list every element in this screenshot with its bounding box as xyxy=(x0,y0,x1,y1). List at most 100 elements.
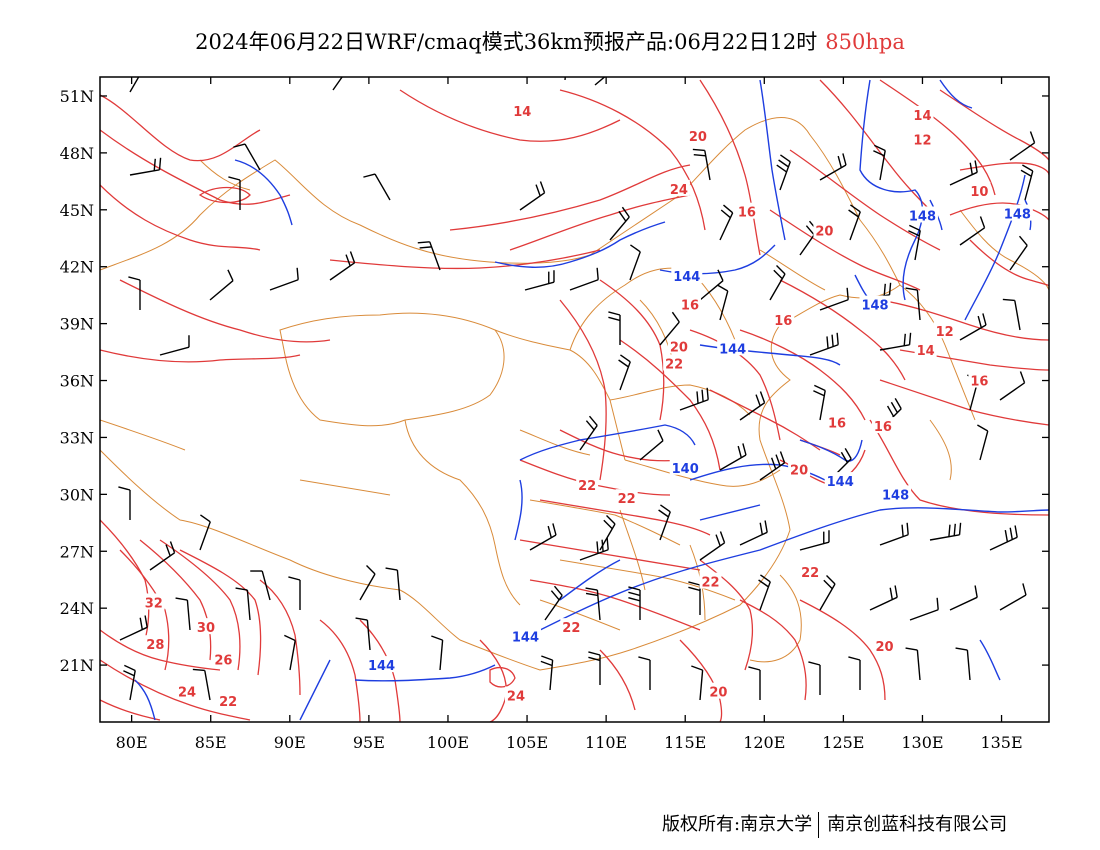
wind-barb-flag xyxy=(844,448,852,460)
wind-barb-staff xyxy=(704,150,711,181)
lat-tick-label: 48N xyxy=(60,144,94,163)
height-label-bg xyxy=(859,295,891,312)
height-label: 148 xyxy=(882,488,909,503)
wind-barb-flag xyxy=(363,173,376,178)
wind-barb-staff xyxy=(594,77,606,86)
wind-barb-staff xyxy=(769,273,786,301)
temperature-label: 22 xyxy=(578,479,596,494)
wind-barb-flag xyxy=(541,655,553,661)
height-label: 144 xyxy=(719,342,746,357)
wind-barb-staff xyxy=(819,583,836,611)
wind-barb-staff xyxy=(246,590,251,621)
wind-barb-staff xyxy=(289,640,296,671)
temperature-label: 14 xyxy=(513,105,531,120)
wind-barb-flag xyxy=(169,541,176,554)
wind-barb-flag xyxy=(748,666,761,671)
wind-barb-staff xyxy=(916,650,921,681)
wind-barb-flag xyxy=(1014,525,1018,538)
wind-barb-flag xyxy=(974,160,978,173)
wind-barb-flag xyxy=(780,154,791,163)
wind-barb-flag xyxy=(628,586,641,591)
temperature-label: 16 xyxy=(874,420,892,435)
wind-barb-staff xyxy=(119,626,148,641)
wind-barb-flag xyxy=(958,522,962,535)
province-line xyxy=(199,159,251,191)
wind-barb-flag xyxy=(588,656,601,662)
lon-tick-label: 110E xyxy=(585,733,627,752)
wind-barb-flag xyxy=(552,523,557,536)
wind-barb-flag xyxy=(1029,131,1036,144)
wind-barb-flag xyxy=(608,316,621,322)
lat-tick-label: 39N xyxy=(60,315,94,334)
wind-barb-flag xyxy=(596,541,599,554)
wind-barb-flag xyxy=(692,148,705,152)
wind-barb-flag xyxy=(982,313,987,326)
wind-barb-staff xyxy=(979,430,989,461)
wind-barb-flag xyxy=(588,651,601,656)
wind-barb-flag xyxy=(977,424,989,432)
plot-frame xyxy=(99,76,1050,723)
wind-barb-flag xyxy=(419,246,432,249)
wind-barb-staff xyxy=(739,402,765,421)
wind-barb-staff xyxy=(129,77,140,93)
lon-tick-label: 85E xyxy=(195,733,227,752)
wind-barb-staff xyxy=(779,161,791,191)
temperature-label: 22 xyxy=(665,357,683,372)
wind-barb-staff xyxy=(366,620,371,651)
wind-barb-flag xyxy=(737,445,742,458)
wind-barb-flag xyxy=(905,647,918,651)
wind-barb-flag xyxy=(773,269,783,280)
wind-barb-flag xyxy=(979,216,986,229)
wind-barb-flag xyxy=(124,664,136,672)
wind-barb-staff xyxy=(739,531,768,546)
wind-barb-flag xyxy=(233,143,246,148)
wind-barb-flag xyxy=(715,534,721,547)
province-line xyxy=(519,429,591,456)
temperature-label-bg xyxy=(914,341,937,358)
wind-barb-flag xyxy=(355,617,368,621)
wind-barb-flag xyxy=(628,591,641,597)
wind-barb-flag xyxy=(1002,298,1015,302)
wind-barb-flag xyxy=(755,394,761,407)
wind-barb-flag xyxy=(775,454,781,467)
map-title: 2024年06月22日WRF/cmaq模式36km预报产品:06月22日12时 8… xyxy=(0,26,1100,56)
wind-barb-flag xyxy=(1018,235,1028,246)
wind-barb-staff xyxy=(966,650,971,681)
temperature-label: 16 xyxy=(681,299,699,314)
wind-barb-flag xyxy=(696,391,699,404)
wind-barb-staff xyxy=(186,600,191,631)
wind-barb-flag xyxy=(759,522,763,535)
wind-barb-staff xyxy=(819,299,849,311)
wind-barb-staff xyxy=(1009,245,1028,271)
wind-barb-flag xyxy=(723,204,734,214)
province-line xyxy=(494,329,626,461)
wind-barb-flag xyxy=(153,158,156,171)
wind-barb-flag xyxy=(284,634,296,642)
wind-barb-flag xyxy=(342,56,350,65)
province-line xyxy=(899,284,976,421)
wind-barb-flag xyxy=(890,401,899,413)
wind-barb-flag xyxy=(717,269,724,282)
province-line xyxy=(529,499,681,546)
wind-barb-flag xyxy=(618,210,627,222)
wind-barb-staff xyxy=(439,640,444,671)
temperature-label-bg xyxy=(772,310,795,327)
wind-barb-flag xyxy=(638,656,651,661)
wind-barb-flag xyxy=(701,389,704,402)
height-label: 144 xyxy=(512,631,539,646)
temperature-label-bg xyxy=(813,221,836,238)
wind-barb-flag xyxy=(908,332,912,345)
wind-barb-staff xyxy=(869,596,898,611)
height-label-bg xyxy=(906,206,938,223)
wind-barb-flag xyxy=(905,287,918,291)
wind-barb-flag xyxy=(894,398,902,410)
wind-barb-flag xyxy=(889,587,893,600)
wind-barb-flag xyxy=(200,514,211,523)
height-contours xyxy=(134,79,1049,721)
wind-barb-staff xyxy=(329,262,355,281)
wind-barb-flag xyxy=(550,590,560,601)
wind-barbs xyxy=(118,56,1036,701)
temperature-label-bg xyxy=(871,417,894,434)
wind-barb-flag xyxy=(742,443,747,456)
wind-barb-staff xyxy=(199,521,211,551)
